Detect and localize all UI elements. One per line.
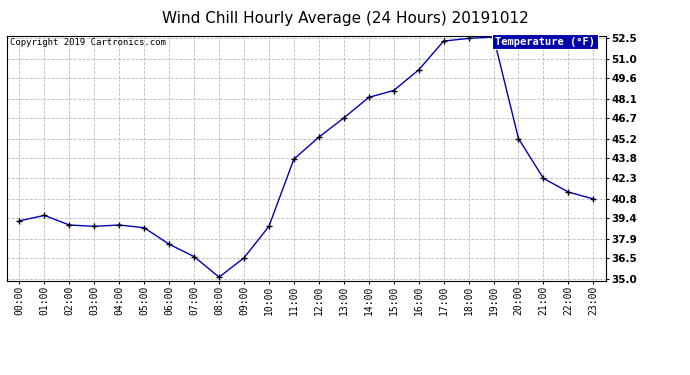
Text: Copyright 2019 Cartronics.com: Copyright 2019 Cartronics.com (10, 38, 166, 47)
Text: Wind Chill Hourly Average (24 Hours) 20191012: Wind Chill Hourly Average (24 Hours) 201… (161, 11, 529, 26)
Text: Temperature (°F): Temperature (°F) (495, 37, 595, 47)
